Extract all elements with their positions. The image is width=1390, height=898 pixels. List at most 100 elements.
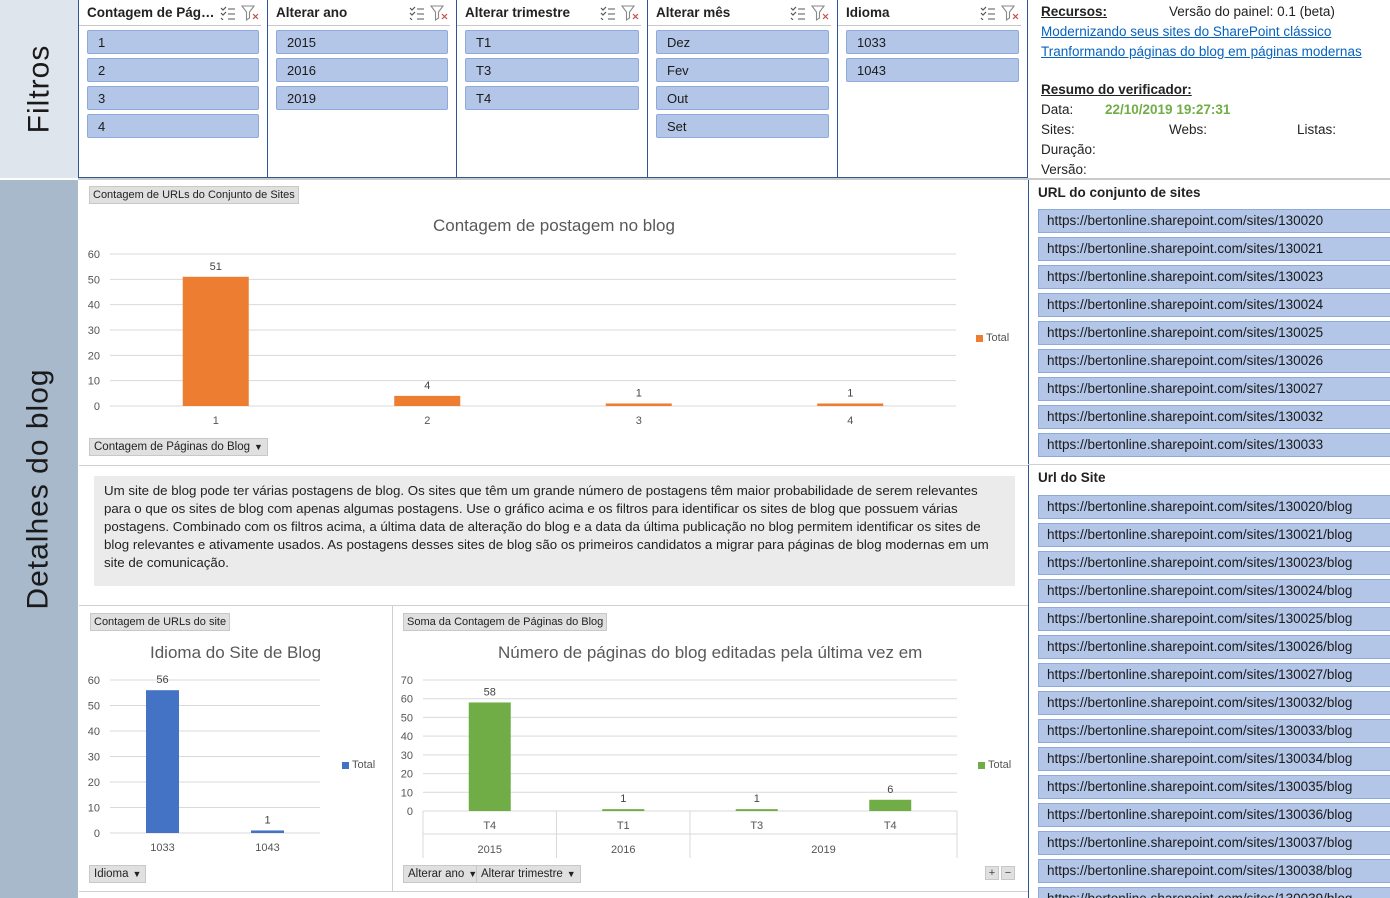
site-url-item[interactable]: https://bertonline.sharepoint.com/sites/… <box>1038 775 1390 799</box>
x-tick-label: T3 <box>750 820 763 832</box>
group-label: 2016 <box>611 844 635 856</box>
site-collection-url-item[interactable]: https://bertonline.sharepoint.com/sites/… <box>1038 405 1390 429</box>
slicer-title: Alterar ano <box>276 5 348 20</box>
chart1-legend-label: Total <box>986 332 1010 344</box>
slicer-item[interactable]: 2019 <box>276 86 448 110</box>
multi-select-icon[interactable] <box>787 4 809 22</box>
collapse-button[interactable]: − <box>1001 866 1015 880</box>
chart2-title: Idioma do Site de Blog <box>150 643 322 662</box>
slicer-item[interactable]: 1033 <box>846 30 1019 54</box>
slicer-header: Alterar mês <box>648 0 831 26</box>
chart3-plot: 0 10 20 30 40 50 60 70 58 T4 1 T1 1 T3 6 T4 2015 2016 2019 <box>401 675 958 858</box>
x-tick-label: 1033 <box>150 842 174 854</box>
dashboard-version: Versão do painel: 0.1 (beta) <box>1169 4 1335 19</box>
site-url-item[interactable]: https://bertonline.sharepoint.com/sites/… <box>1038 747 1390 771</box>
site-collection-url-item[interactable]: https://bertonline.sharepoint.com/sites/… <box>1038 377 1390 401</box>
data-label: 4 <box>424 380 430 392</box>
multi-select-icon[interactable] <box>217 4 239 22</box>
slicer-0: Contagem de Pág… 1 2 3 4 <box>78 0 268 178</box>
slicer-item[interactable]: T4 <box>465 86 639 110</box>
site-collection-url-item[interactable]: https://bertonline.sharepoint.com/sites/… <box>1038 293 1390 317</box>
slicer-header: Idioma <box>838 0 1021 26</box>
clear-filter-icon[interactable] <box>239 4 261 22</box>
chart3-field-tag[interactable]: Soma da Contagem de Páginas do Blog <box>403 613 608 631</box>
data-label: 6 <box>887 784 893 796</box>
site-collection-url-item[interactable]: https://bertonline.sharepoint.com/sites/… <box>1038 237 1390 261</box>
site-collection-url-item[interactable]: https://bertonline.sharepoint.com/sites/… <box>1038 433 1390 457</box>
slicer-item[interactable]: 1 <box>87 30 259 54</box>
link-modernize-classic[interactable]: Modernizando seus sites do SharePoint cl… <box>1041 24 1332 39</box>
slicer-item[interactable]: T3 <box>465 58 639 82</box>
site-url-item[interactable]: https://bertonline.sharepoint.com/sites/… <box>1038 831 1390 855</box>
chart2-field-tag[interactable]: Contagem de URLs do site <box>90 613 231 631</box>
clear-filter-icon[interactable] <box>999 4 1021 22</box>
chart3-legend: Total <box>978 759 1011 771</box>
slicer-item[interactable]: 2015 <box>276 30 448 54</box>
details-band <box>0 180 78 898</box>
chart2-plot: 0 10 20 30 40 50 60 56 1033 1 1043 <box>88 674 320 854</box>
site-url-item[interactable]: https://bertonline.sharepoint.com/sites/… <box>1038 859 1390 883</box>
link-transform-blog[interactable]: Tranformando páginas do blog em páginas … <box>1041 44 1362 59</box>
site-collection-url-item[interactable]: https://bertonline.sharepoint.com/sites/… <box>1038 265 1390 289</box>
slicer-item[interactable]: Set <box>656 114 829 138</box>
slicer-item[interactable]: 2016 <box>276 58 448 82</box>
site-url-item[interactable]: https://bertonline.sharepoint.com/sites/… <box>1038 803 1390 827</box>
chart1-field-tag[interactable]: Contagem de URLs do Conjunto de Sites <box>89 186 299 204</box>
x-tick-label: 1 <box>213 415 219 427</box>
webs-label: Webs: <box>1169 122 1208 137</box>
bar <box>468 702 511 811</box>
site-url-item[interactable]: https://bertonline.sharepoint.com/sites/… <box>1038 551 1390 575</box>
y-tick-label: 40 <box>88 300 100 312</box>
multi-select-icon[interactable] <box>977 4 999 22</box>
details-label: Detalhes do blog <box>22 368 56 610</box>
site-url-item[interactable]: https://bertonline.sharepoint.com/sites/… <box>1038 607 1390 631</box>
chart1-legend: Total <box>976 332 1009 344</box>
slicer-item[interactable]: 3 <box>87 86 259 110</box>
slicer-title: Alterar trimestre <box>465 5 571 20</box>
bar <box>182 276 249 406</box>
bar <box>602 809 645 811</box>
chart3-quarter-dropdown[interactable]: Alterar trimestre ▼ <box>476 865 581 883</box>
clear-filter-icon[interactable] <box>809 4 831 22</box>
chart2-axis-dropdown[interactable]: Idioma ▼ <box>89 865 147 883</box>
chart2-legend-label: Total <box>352 759 376 771</box>
site-url-item[interactable]: https://bertonline.sharepoint.com/sites/… <box>1038 495 1390 519</box>
slicer-item[interactable]: 1043 <box>846 58 1019 82</box>
slicer-item[interactable]: 2 <box>87 58 259 82</box>
site-url-item[interactable]: https://bertonline.sharepoint.com/sites/… <box>1038 635 1390 659</box>
slicer-item[interactable]: Fev <box>656 58 829 82</box>
site-url-item[interactable]: https://bertonline.sharepoint.com/sites/… <box>1038 579 1390 603</box>
site-url-item[interactable]: https://bertonline.sharepoint.com/sites/… <box>1038 719 1390 743</box>
chart3-year-dropdown[interactable]: Alterar ano ▼ <box>403 865 483 883</box>
y-tick-label: 40 <box>88 726 100 738</box>
filters-label: Filtros <box>22 44 56 134</box>
y-tick-label: 60 <box>88 249 100 261</box>
multi-select-icon[interactable] <box>597 4 619 22</box>
y-tick-label: 60 <box>88 675 100 687</box>
site-url-item[interactable]: https://bertonline.sharepoint.com/sites/… <box>1038 691 1390 715</box>
site-collection-url-item[interactable]: https://bertonline.sharepoint.com/sites/… <box>1038 209 1390 233</box>
slicer-item[interactable]: T1 <box>465 30 639 54</box>
y-tick-label: 20 <box>88 350 100 362</box>
site-url-item[interactable]: https://bertonline.sharepoint.com/sites/… <box>1038 523 1390 547</box>
x-tick-label: T1 <box>617 820 630 832</box>
bar <box>251 830 284 833</box>
chart1-axis-dropdown[interactable]: Contagem de Páginas do Blog ▼ <box>89 438 268 456</box>
site-url-item[interactable]: https://bertonline.sharepoint.com/sites/… <box>1038 887 1390 898</box>
bar <box>605 403 672 406</box>
slicer-item[interactable]: Dez <box>656 30 829 54</box>
slicer-item[interactable]: Out <box>656 86 829 110</box>
clear-filter-icon[interactable] <box>428 4 450 22</box>
site-collection-url-item[interactable]: https://bertonline.sharepoint.com/sites/… <box>1038 349 1390 373</box>
multi-select-icon[interactable] <box>406 4 428 22</box>
clear-filter-icon[interactable] <box>619 4 641 22</box>
slicer-title: Contagem de Pág… <box>87 5 215 20</box>
y-tick-label: 30 <box>401 750 413 762</box>
site-url-item[interactable]: https://bertonline.sharepoint.com/sites/… <box>1038 663 1390 687</box>
divider <box>79 605 1028 606</box>
slicer-items: 1 2 3 4 <box>79 26 267 138</box>
expand-button[interactable]: + <box>985 866 999 880</box>
bar <box>146 690 179 833</box>
slicer-item[interactable]: 4 <box>87 114 259 138</box>
site-collection-url-item[interactable]: https://bertonline.sharepoint.com/sites/… <box>1038 321 1390 345</box>
